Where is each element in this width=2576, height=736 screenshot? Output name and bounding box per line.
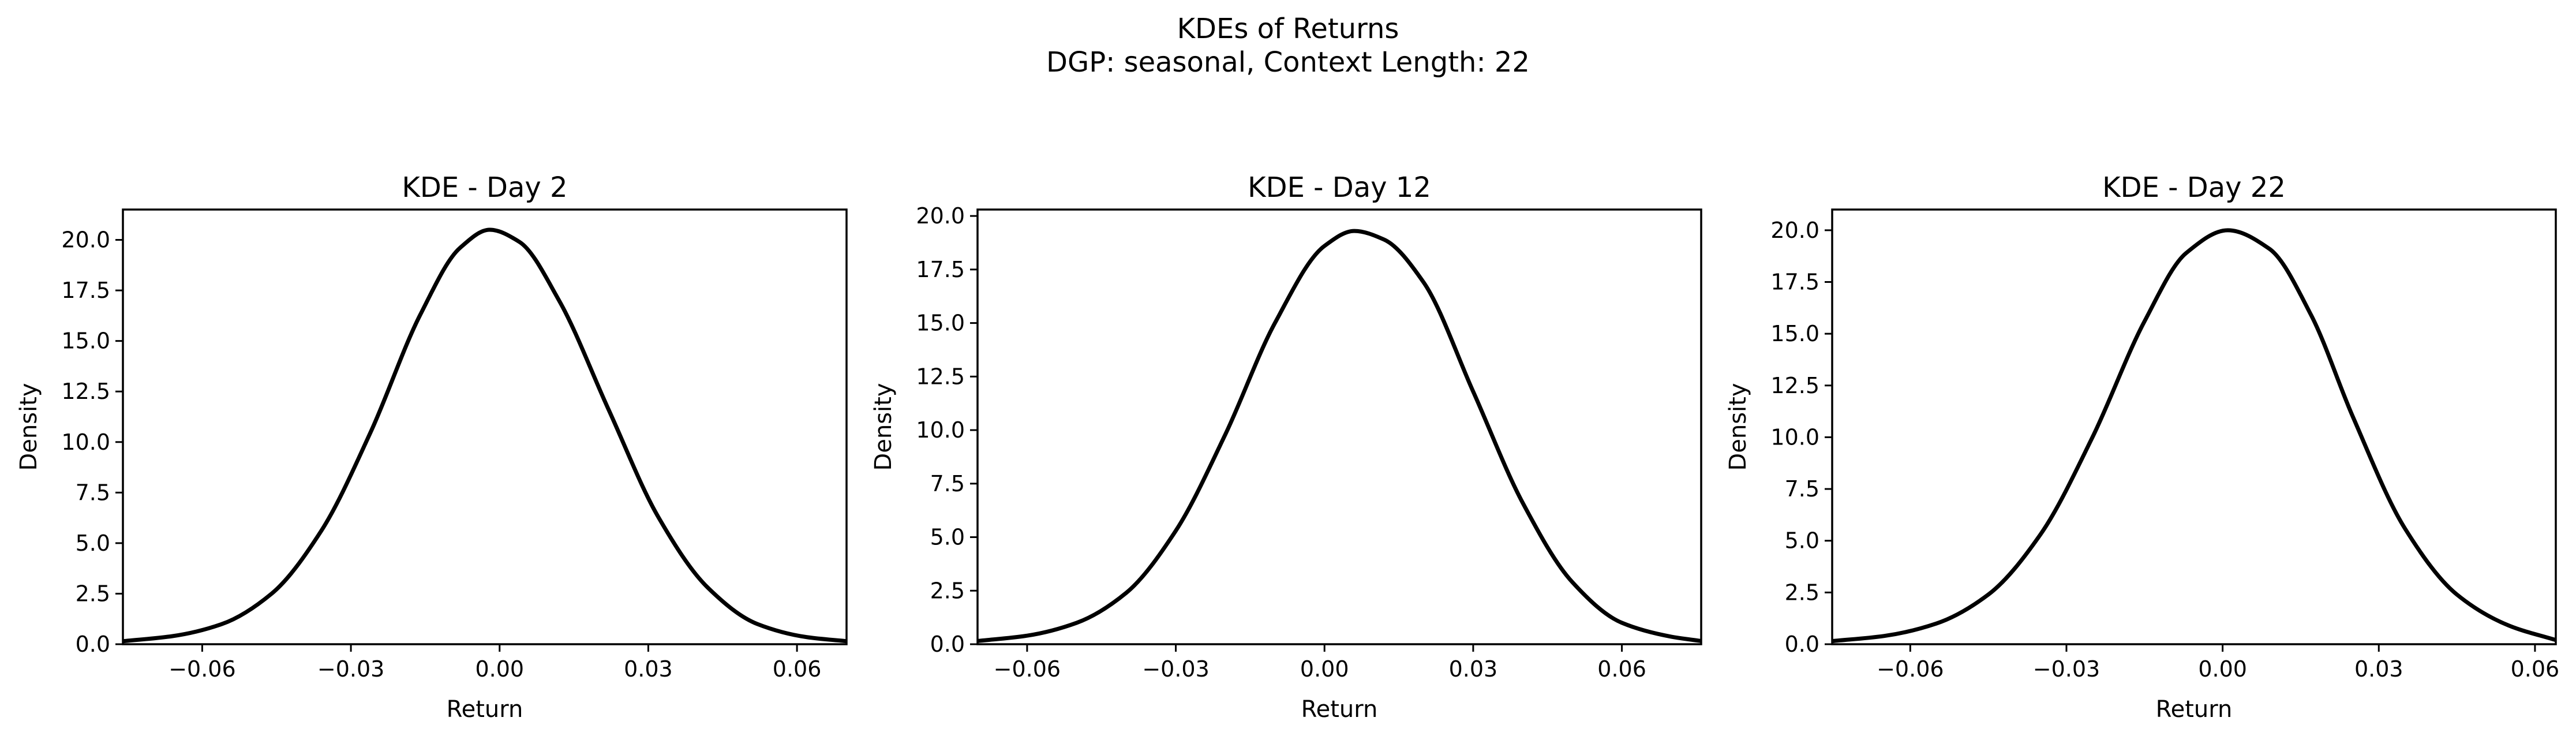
x-tick-label: −0.03 (2033, 656, 2100, 682)
y-tick-label: 12.5 (916, 364, 965, 389)
y-tick-label: 20.0 (916, 203, 965, 229)
y-tick-label: 0.0 (930, 632, 965, 657)
x-tick-label: 0.06 (773, 656, 822, 682)
y-tick-label: 17.5 (916, 257, 965, 282)
y-tick-label: 2.5 (76, 581, 110, 606)
plot-frame (1831, 208, 2557, 645)
kde-panel-2: KDE - Day 12 −0.06 −0.03 0.00 0.03 0.06 0.0 2.5… (870, 171, 1702, 723)
y-tick-label: 7.5 (1785, 476, 1819, 502)
y-tick-label: 20.0 (1770, 218, 1819, 243)
x-axis-label: Return (1301, 696, 1378, 723)
kde-curve-line (978, 229, 1701, 643)
x-tick-label: 0.03 (1449, 656, 1498, 682)
y-axis-label: Density (16, 383, 42, 470)
x-tick-label: 0.03 (2354, 656, 2403, 682)
y-tick-label: 15.0 (1770, 321, 1819, 346)
x-axis-label: Return (447, 696, 523, 723)
x-tick-label: −0.03 (1142, 656, 1209, 682)
y-tick-label: 15.0 (916, 311, 965, 336)
x-tick-label: −0.03 (317, 656, 384, 682)
x-tick-label: 0.00 (2198, 656, 2247, 682)
y-tick-label: 7.5 (930, 471, 965, 496)
y-tick-label: 12.5 (1770, 373, 1819, 398)
y-tick-label: 12.5 (61, 379, 110, 404)
y-axis-label: Density (870, 383, 897, 470)
x-tick-label: 0.00 (1300, 656, 1349, 682)
x-tick-label: 0.00 (475, 656, 524, 682)
x-axis-label: Return (2156, 696, 2233, 723)
panel-title: KDE - Day 2 (402, 171, 567, 204)
y-axis-label: Density (1725, 383, 1751, 470)
y-tick-label: 5.0 (76, 530, 110, 556)
y-tick-label: 0.0 (1785, 632, 1819, 657)
y-tick-label: 17.5 (61, 278, 110, 303)
y-tick-label: 20.0 (61, 227, 110, 253)
y-tick-label: 10.0 (1770, 424, 1819, 450)
kde-curve-line (1832, 228, 2556, 644)
kde-panel-1: KDE - Day 2 −0.06 −0.03 0.00 0.03 0.06 0.0 2.5 5… (16, 171, 848, 723)
y-tick-label: 10.0 (61, 429, 110, 455)
x-tick-label: −0.06 (169, 656, 235, 682)
y-tick-label: 15.0 (61, 328, 110, 354)
y-tick-label: 10.0 (916, 417, 965, 443)
plot-frame (976, 208, 1702, 645)
x-tick-label: −0.06 (994, 656, 1061, 682)
x-tick-label: 0.03 (624, 656, 673, 682)
y-tick-label: 5.0 (930, 525, 965, 550)
plot-frame (122, 208, 848, 645)
y-tick-label: 2.5 (930, 578, 965, 603)
panel-title: KDE - Day 12 (1248, 171, 1431, 204)
y-tick-label: 2.5 (1785, 580, 1819, 605)
y-tick-label: 5.0 (1785, 528, 1819, 554)
y-tick-label: 0.0 (76, 632, 110, 657)
y-tick-label: 17.5 (1770, 270, 1819, 295)
x-tick-label: 0.06 (2511, 656, 2560, 682)
x-tick-label: 0.06 (1597, 656, 1646, 682)
panels: KDE - Day 2 −0.06 −0.03 0.00 0.03 0.06 0.0 2.5 5… (16, 171, 2559, 723)
panel-title: KDE - Day 22 (2102, 171, 2286, 204)
figure-title-line1: KDEs of Returns (1177, 13, 1399, 45)
kde-curve-line (123, 227, 847, 644)
kde-panel-3: KDE - Day 22 −0.06 −0.03 0.00 0.03 0.06 0.0 2.5… (1725, 171, 2559, 723)
x-tick-label: −0.06 (1877, 656, 1944, 682)
y-tick-label: 7.5 (76, 480, 110, 505)
figure-title-line2: DGP: seasonal, Context Length: 22 (1046, 46, 1530, 79)
